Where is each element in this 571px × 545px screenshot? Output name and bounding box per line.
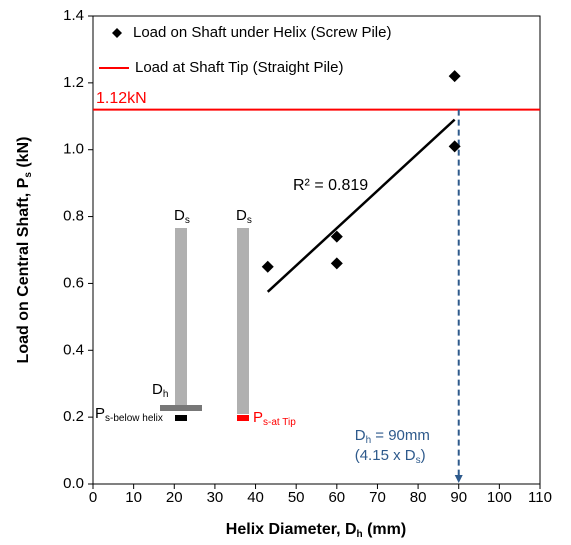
trendline-label: R² = 0.819 — [293, 177, 368, 194]
shaft-label: Ds — [236, 207, 252, 226]
pile-shaft — [175, 228, 187, 408]
x-tick-label: 80 — [410, 489, 427, 506]
y-tick-label: 0.6 — [63, 274, 84, 291]
x-tick-label: 50 — [288, 489, 305, 506]
shaft-label: Ds — [174, 207, 190, 226]
data-point — [330, 230, 343, 243]
data-point — [448, 140, 461, 153]
tip-marker — [237, 415, 249, 421]
x-axis-label: Helix Diameter, Dh (mm) — [226, 521, 406, 539]
pile-shaft — [237, 228, 249, 414]
tip-label: Ps-at Tip — [253, 409, 296, 428]
helix-plate — [160, 405, 202, 411]
legend-label: Load at Shaft Tip (Straight Pile) — [135, 59, 343, 76]
legend-marker — [112, 28, 122, 38]
x-tick-label: 0 — [89, 489, 97, 506]
marker-label-part: s — [416, 455, 421, 466]
y-tick-label: 1.0 — [63, 141, 84, 158]
data-point — [261, 260, 274, 273]
y-tick-label: 0.2 — [63, 408, 84, 425]
x-tick-label: 100 — [487, 489, 512, 506]
marker-label-part: (4.15 x D — [355, 447, 416, 464]
y-tick-label: 1.2 — [63, 74, 84, 91]
y-tick-label: 0.8 — [63, 208, 84, 225]
marker-label-part: ) — [421, 447, 426, 464]
x-tick-label: 20 — [166, 489, 183, 506]
plot-frame — [92, 15, 541, 485]
y-tick-label: 1.4 — [63, 7, 84, 24]
marker-label-part: D — [355, 427, 366, 444]
legend-label: Load on Shaft under Helix (Screw Pile) — [133, 24, 391, 41]
trendline — [266, 118, 456, 293]
x-tick-label: 60 — [328, 489, 345, 506]
data-point — [448, 70, 461, 83]
marker-label: (4.15 x Ds) — [355, 447, 426, 466]
below-helix-label: Ps-below helix — [95, 405, 163, 424]
marker-label: Dh = 90mm — [355, 427, 430, 446]
x-tick-label: 30 — [207, 489, 224, 506]
x-tick-label: 70 — [369, 489, 386, 506]
marker-label-part: = 90mm — [371, 427, 430, 444]
below-helix-marker — [175, 415, 187, 421]
marker-arrow — [454, 475, 463, 483]
x-tick-label: 90 — [450, 489, 467, 506]
data-point — [330, 257, 343, 270]
reference-label: 1.12kN — [96, 90, 147, 107]
x-tick-label: 110 — [528, 489, 552, 506]
x-tick-label: 40 — [247, 489, 264, 506]
y-tick-label: 0.4 — [63, 341, 84, 358]
y-axis-label: Load on Central Shaft, Ps (kN) — [15, 137, 33, 364]
helix-label: Dh — [152, 381, 168, 400]
x-tick-label: 10 — [125, 489, 142, 506]
y-tick-label: 0.0 — [63, 475, 84, 492]
marker-label-part: h — [366, 435, 372, 446]
